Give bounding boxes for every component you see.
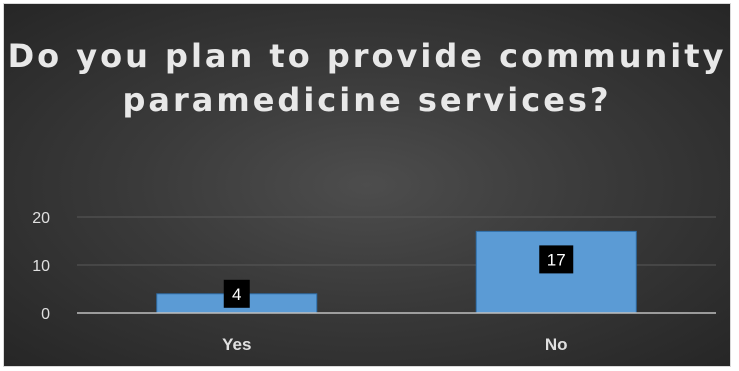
data-label: 17 [547,250,566,269]
x-category-label: Yes [222,335,251,354]
data-label-box [223,279,250,308]
chart-area: Do you plan to provide community paramed… [3,3,731,367]
y-tick-label: 20 [32,210,50,227]
y-tick-label: 10 [32,258,50,275]
chart-title: Do you plan to provide community paramed… [7,37,727,119]
y-tick-label: 0 [41,306,50,323]
data-label-box [539,245,574,274]
chart-plot: 0 10 20 4 Yes 17 No [32,210,716,354]
data-label: 4 [232,285,241,304]
x-category-label: No [545,335,568,354]
